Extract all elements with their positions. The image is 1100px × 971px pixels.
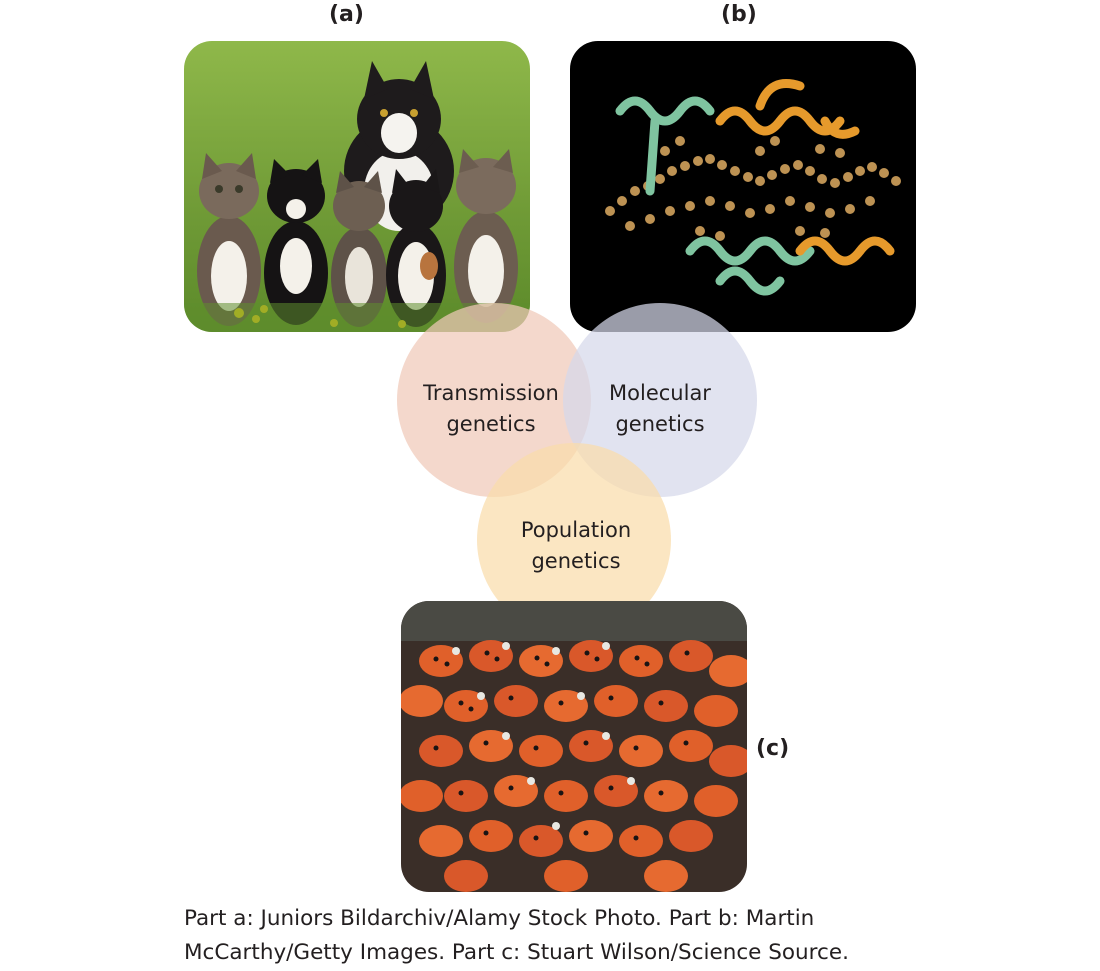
molecular-genetics-label: Molecular genetics bbox=[563, 378, 757, 440]
transmission-genetics-label: Transmission genetics bbox=[394, 378, 588, 440]
transmission-line2: genetics bbox=[446, 412, 536, 436]
panel-label-a: (a) bbox=[329, 2, 364, 27]
population-genetics-label: Population genetics bbox=[479, 515, 673, 577]
photo-credit: Part a: Juniors Bildarchiv/Alamy Stock P… bbox=[184, 902, 944, 970]
photo-credit-line2: McCarthy/Getty Images. Part c: Stuart Wi… bbox=[184, 940, 849, 965]
transmission-line1: Transmission bbox=[423, 381, 559, 405]
population-line1: Population bbox=[520, 518, 632, 542]
panel-label-b: (b) bbox=[721, 2, 757, 27]
cats-photo bbox=[184, 41, 530, 332]
molecular-line1: Molecular bbox=[609, 381, 711, 405]
photo-credit-line1: Part a: Juniors Bildarchiv/Alamy Stock P… bbox=[184, 906, 815, 931]
molecular-line2: genetics bbox=[615, 412, 705, 436]
panel-label-c: (c) bbox=[756, 736, 790, 761]
protein-structure-photo bbox=[570, 41, 916, 332]
ladybugs-photo bbox=[401, 601, 747, 892]
population-line2: genetics bbox=[531, 549, 621, 573]
